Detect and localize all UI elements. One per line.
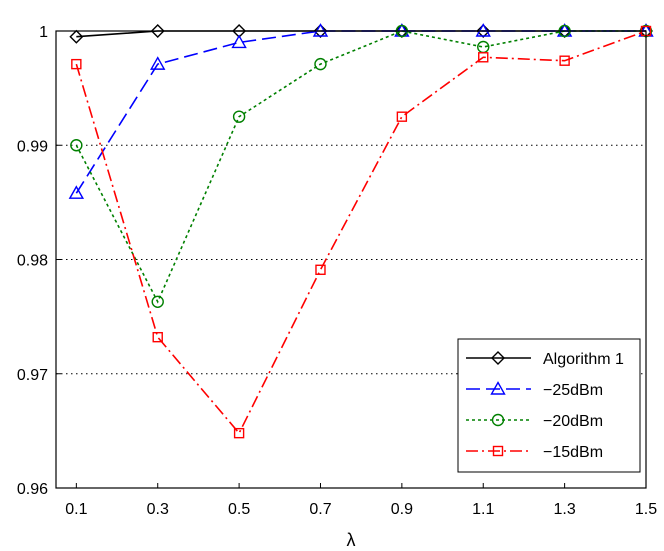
x-axis-label: λ	[347, 530, 356, 550]
series-line	[75, 30, 646, 304]
x-tick-label: 0.7	[309, 501, 331, 518]
legend-box	[457, 338, 641, 473]
y-tick-label: 0.97	[17, 367, 48, 384]
series-0	[69, 24, 653, 44]
series-2	[70, 24, 653, 308]
x-tick-label: 0.9	[391, 501, 413, 518]
data-point-square	[233, 427, 245, 439]
x-tick-label: 1.1	[472, 501, 494, 518]
data-point-diamond	[150, 24, 165, 38]
legend: Algorithm 1 −25dBm −20dBm −15dBm	[457, 338, 641, 473]
data-point-triangle	[312, 23, 329, 37]
legend-label: −25dBm	[543, 382, 603, 399]
legend-swatch-marker	[492, 445, 504, 457]
legend-item: −15dBm	[466, 444, 603, 461]
legend-label: −15dBm	[543, 444, 603, 461]
data-point-square	[315, 264, 326, 275]
axis-layer: 0.96 0.97 0.98 0.99 1 0.1 0.3 0.5 0.7 0.9 1.1 1.3 1.…	[17, 24, 657, 518]
legend-item: −25dBm	[466, 381, 603, 399]
legend-swatch-marker	[491, 351, 505, 365]
x-tick-label: 0.1	[65, 501, 87, 518]
data-point-square	[396, 111, 408, 122]
legend-swatch-marker	[491, 413, 505, 427]
series-line	[75, 30, 646, 194]
y-tick-label: 0.96	[17, 481, 48, 498]
data-point-circle	[314, 57, 327, 71]
data-point-triangle	[150, 56, 166, 70]
series-line	[75, 30, 647, 435]
data-point-diamond	[476, 24, 491, 38]
y-tick-label: 0.98	[17, 253, 48, 270]
grid-layer	[56, 30, 646, 375]
data-point-triangle	[231, 34, 247, 49]
legend-item: Algorithm 1	[466, 351, 624, 368]
data-point-circle	[70, 139, 83, 152]
x-tick-label: 1.5	[635, 501, 657, 518]
data-point-circle	[232, 110, 246, 123]
data-point-diamond	[69, 29, 84, 44]
x-tick-label: 0.5	[228, 501, 250, 518]
series-1	[68, 23, 654, 199]
legend-item: −20dBm	[466, 413, 603, 430]
data-point-square	[152, 331, 163, 343]
data-point-circle	[151, 295, 164, 308]
data-point-diamond	[313, 24, 328, 38]
data-point-square	[559, 55, 570, 66]
data-point-square	[71, 58, 82, 70]
legend-label: −20dBm	[543, 413, 603, 430]
x-tick-label: 1.3	[553, 501, 575, 518]
data-point-triangle	[475, 23, 491, 37]
data-point-square	[478, 52, 489, 63]
x-tick-label: 0.3	[147, 501, 169, 518]
y-tick-label: 1	[39, 24, 48, 41]
legend-label: Algorithm 1	[543, 351, 624, 368]
data-point-triangle	[68, 185, 85, 199]
legend-swatch-marker	[490, 381, 506, 395]
y-tick-label: 0.99	[17, 138, 48, 155]
